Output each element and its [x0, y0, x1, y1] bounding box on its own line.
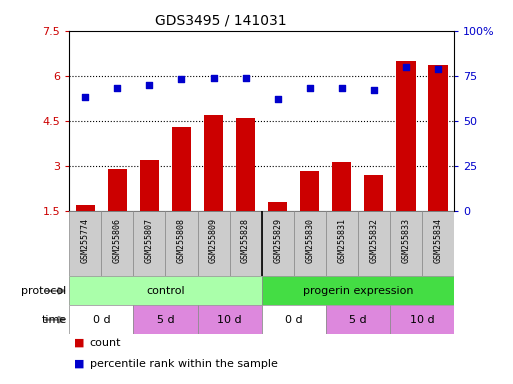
- Bar: [326, 305, 390, 334]
- Point: [113, 85, 122, 91]
- Point: [402, 64, 410, 70]
- Text: 0 d: 0 d: [92, 314, 110, 325]
- Text: 10 d: 10 d: [409, 314, 435, 325]
- Point: [242, 74, 250, 81]
- Bar: [69, 276, 262, 305]
- Bar: [262, 276, 454, 305]
- Point: [209, 74, 218, 81]
- Text: GSM255832: GSM255832: [369, 218, 379, 263]
- Text: GDS3495 / 141031: GDS3495 / 141031: [155, 13, 286, 27]
- Bar: [396, 61, 416, 211]
- Text: 0 d: 0 d: [285, 314, 303, 325]
- Bar: [229, 211, 262, 276]
- Bar: [422, 211, 454, 276]
- Text: GSM255806: GSM255806: [113, 218, 122, 263]
- Bar: [428, 65, 447, 211]
- Point: [370, 87, 378, 93]
- Text: GSM255834: GSM255834: [433, 218, 443, 263]
- Bar: [140, 160, 159, 211]
- Text: progerin expression: progerin expression: [303, 286, 413, 296]
- Bar: [293, 211, 326, 276]
- Bar: [69, 211, 102, 276]
- Text: control: control: [146, 286, 185, 296]
- Text: ■: ■: [74, 359, 85, 369]
- Bar: [204, 115, 223, 211]
- Text: GSM255830: GSM255830: [305, 218, 314, 263]
- Bar: [364, 175, 383, 211]
- Bar: [133, 305, 198, 334]
- Text: 10 d: 10 d: [217, 314, 242, 325]
- Text: 5 d: 5 d: [156, 314, 174, 325]
- Text: GSM255808: GSM255808: [177, 218, 186, 263]
- Bar: [102, 211, 133, 276]
- Bar: [236, 118, 255, 211]
- Bar: [198, 211, 229, 276]
- Bar: [165, 211, 198, 276]
- Text: ■: ■: [74, 338, 85, 348]
- Bar: [268, 202, 287, 211]
- Bar: [76, 205, 95, 211]
- Point: [338, 85, 346, 91]
- Text: GSM255807: GSM255807: [145, 218, 154, 263]
- Bar: [326, 211, 358, 276]
- Text: protocol: protocol: [22, 286, 67, 296]
- Bar: [108, 169, 127, 211]
- Text: GSM255833: GSM255833: [401, 218, 410, 263]
- Text: GSM255828: GSM255828: [241, 218, 250, 263]
- Text: GSM255831: GSM255831: [337, 218, 346, 263]
- Bar: [390, 305, 454, 334]
- Text: percentile rank within the sample: percentile rank within the sample: [90, 359, 278, 369]
- Text: count: count: [90, 338, 121, 348]
- Bar: [198, 305, 262, 334]
- Text: 5 d: 5 d: [349, 314, 367, 325]
- Bar: [300, 170, 319, 211]
- Bar: [133, 211, 165, 276]
- Text: GSM255829: GSM255829: [273, 218, 282, 263]
- Bar: [69, 305, 133, 334]
- Point: [177, 76, 186, 83]
- Text: GSM255809: GSM255809: [209, 218, 218, 263]
- Bar: [332, 162, 351, 211]
- Point: [306, 85, 314, 91]
- Point: [273, 96, 282, 103]
- Bar: [358, 211, 390, 276]
- Bar: [172, 127, 191, 211]
- Point: [145, 82, 153, 88]
- Bar: [390, 211, 422, 276]
- Text: GSM255774: GSM255774: [81, 218, 90, 263]
- Point: [434, 66, 442, 72]
- Bar: [262, 211, 293, 276]
- Text: time: time: [42, 314, 67, 325]
- Bar: [262, 305, 326, 334]
- Point: [81, 94, 89, 101]
